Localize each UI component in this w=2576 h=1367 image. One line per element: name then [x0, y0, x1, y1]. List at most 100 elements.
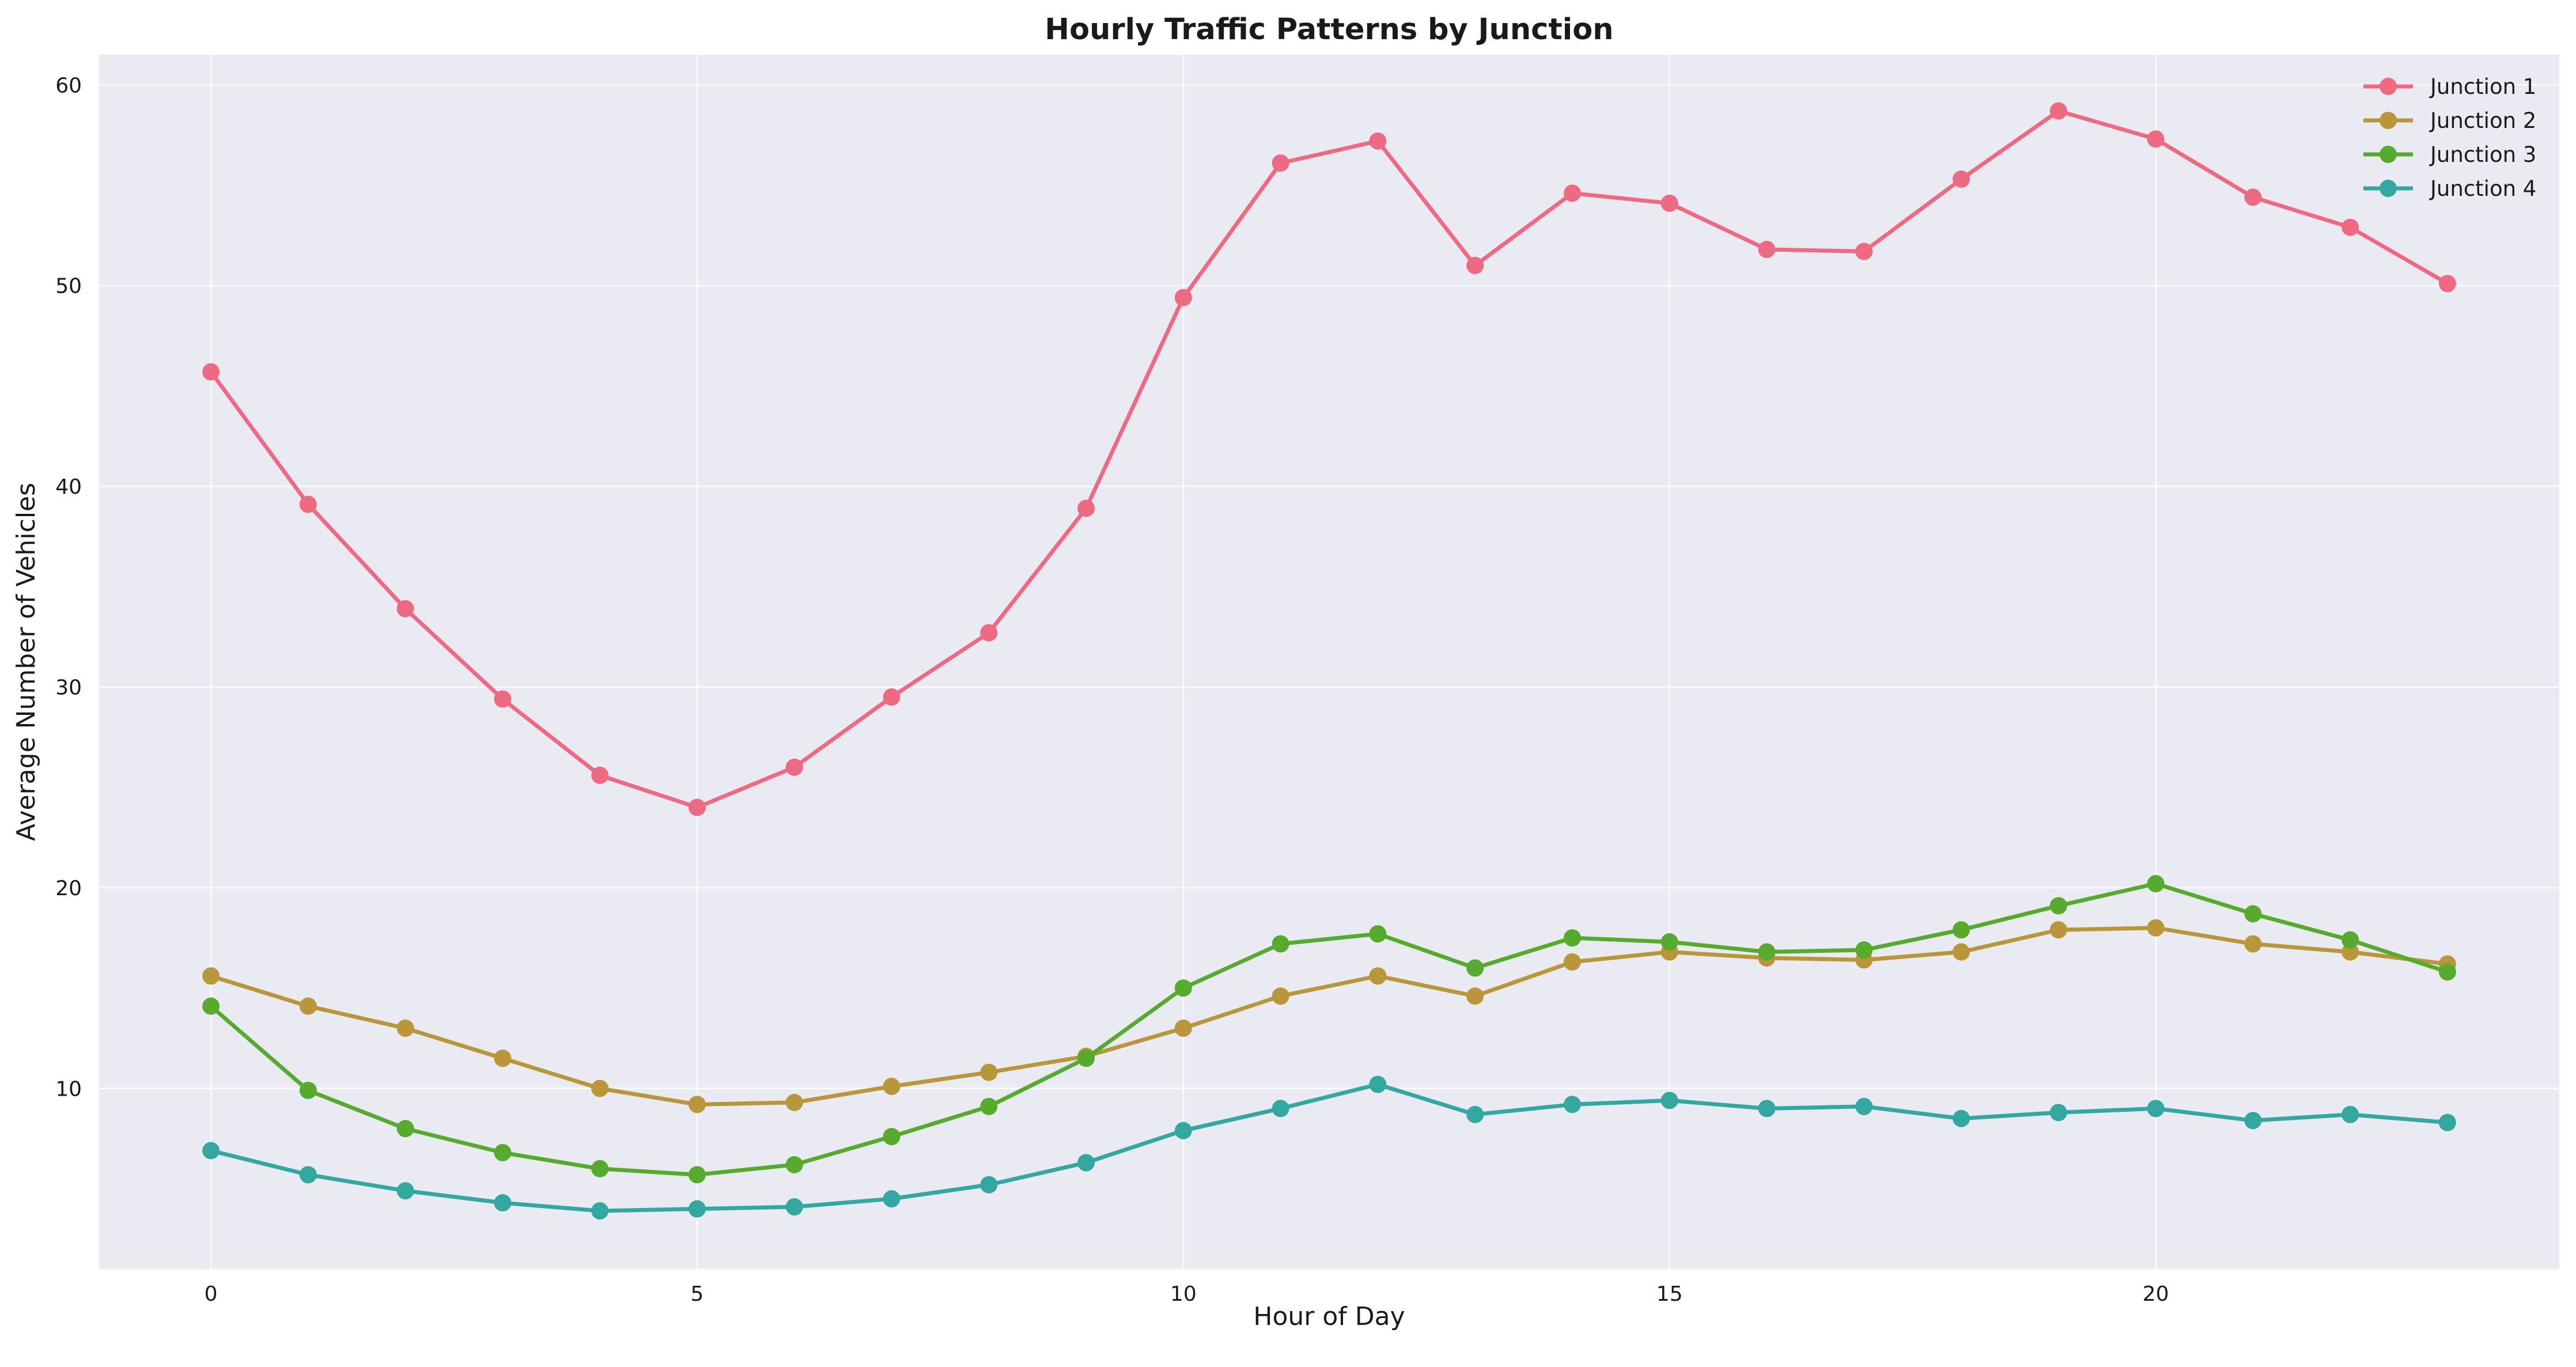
plot-area [99, 55, 2559, 1269]
data-point [1369, 132, 1387, 150]
data-point [1660, 1092, 1678, 1109]
data-point [1077, 1050, 1095, 1067]
data-point [2147, 875, 2165, 893]
data-point [2342, 1105, 2359, 1123]
data-point [2244, 935, 2262, 953]
x-tick-label: 5 [691, 1282, 704, 1306]
legend-marker [2380, 146, 2397, 163]
data-point [883, 1190, 901, 1208]
x-tick-label: 0 [205, 1282, 218, 1306]
data-point [1466, 1105, 1484, 1123]
data-point [591, 766, 609, 784]
data-point [591, 1160, 609, 1177]
data-point [494, 1194, 512, 1212]
data-point [494, 1050, 512, 1067]
data-point [1953, 921, 1970, 939]
data-point [299, 1166, 317, 1184]
legend-label: Junction 3 [2429, 142, 2536, 167]
data-point [1077, 1154, 1095, 1172]
data-point [1272, 154, 1289, 172]
data-point [396, 1019, 414, 1037]
y-tick-label: 30 [55, 676, 82, 700]
data-point [980, 624, 998, 642]
data-point [2244, 905, 2262, 923]
data-point [785, 758, 803, 776]
data-point [1272, 987, 1289, 1005]
data-point [883, 688, 901, 706]
data-point [1855, 941, 1873, 959]
data-point [2049, 921, 2067, 939]
data-point [1758, 240, 1776, 258]
legend-label: Junction 1 [2429, 74, 2536, 99]
data-point [785, 1198, 803, 1215]
x-tick-label: 10 [1170, 1282, 1197, 1306]
data-point [688, 1166, 706, 1184]
data-point [202, 967, 220, 985]
data-point [1077, 499, 1095, 517]
series-line [209, 926, 2450, 1107]
legend-item: Junction 1 [2363, 74, 2536, 99]
data-point [1369, 1076, 1387, 1093]
series-layer [202, 102, 2456, 1220]
data-point [1563, 184, 1581, 202]
y-tick-label: 10 [55, 1077, 82, 1101]
data-point [1272, 935, 1289, 953]
data-point [980, 1063, 998, 1081]
legend-label: Junction 2 [2429, 108, 2536, 133]
data-point [2342, 218, 2359, 236]
data-point [1563, 1096, 1581, 1114]
data-point [883, 1077, 901, 1095]
data-point [591, 1080, 609, 1097]
data-point [494, 690, 512, 708]
legend-label: Junction 4 [2429, 176, 2536, 201]
data-point [591, 1202, 609, 1220]
data-point [1174, 979, 1192, 997]
data-point [2147, 130, 2165, 148]
legend-marker [2380, 78, 2397, 95]
data-point [1466, 256, 1484, 274]
data-point [2049, 897, 2067, 915]
data-point [1563, 929, 1581, 947]
tick-labels: 0 5 10 15 20 10 20 30 40 50 60 [55, 74, 2169, 1306]
data-point [1660, 194, 1678, 212]
data-point [396, 600, 414, 618]
legend-item: Junction 3 [2363, 142, 2536, 167]
data-point [1855, 1097, 1873, 1115]
series-4 [202, 1076, 2456, 1220]
data-point [202, 1142, 220, 1160]
data-point [1272, 1100, 1289, 1118]
data-point [785, 1093, 803, 1111]
data-point [2147, 919, 2165, 937]
data-point [785, 1156, 803, 1173]
data-point [1953, 1109, 1970, 1127]
data-point [688, 1200, 706, 1218]
data-point [2342, 943, 2359, 961]
data-point [2244, 188, 2262, 206]
x-tick-label: 20 [2143, 1282, 2169, 1306]
y-axis-label: Average Number of Vehicles [12, 483, 41, 841]
legend-item: Junction 2 [2363, 108, 2536, 133]
series-line [209, 109, 2450, 810]
legend-item: Junction 4 [2363, 176, 2536, 201]
data-point [1855, 243, 1873, 260]
data-point [2049, 1104, 2067, 1122]
data-point [1953, 171, 1970, 188]
data-point [1174, 289, 1192, 306]
series-1 [202, 102, 2456, 816]
data-point [1466, 987, 1484, 1005]
y-tick-label: 50 [55, 275, 82, 298]
data-point [1953, 943, 1970, 961]
data-point [202, 997, 220, 1015]
data-point [2438, 1114, 2456, 1131]
data-point [299, 495, 317, 513]
data-point [688, 798, 706, 816]
series-3 [202, 875, 2456, 1184]
data-point [1758, 1100, 1776, 1118]
x-tick-label: 15 [1656, 1282, 1683, 1306]
data-point [980, 1097, 998, 1115]
data-point [202, 363, 220, 381]
y-tick-label: 40 [55, 475, 82, 499]
data-point [2438, 963, 2456, 981]
